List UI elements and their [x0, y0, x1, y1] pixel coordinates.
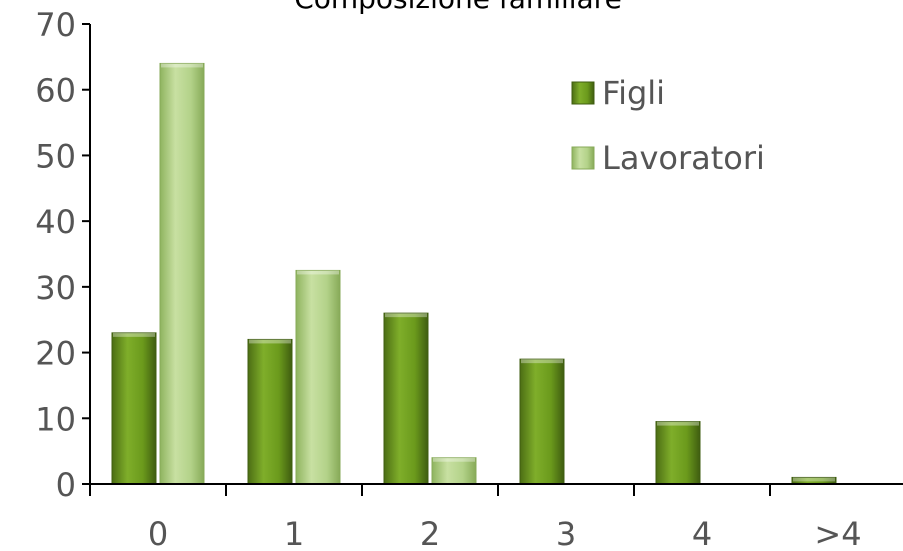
bar-highlight — [521, 359, 563, 364]
x-tick-label: 3 — [556, 515, 576, 551]
x-tick-label: 2 — [420, 515, 440, 551]
y-tick-label: 20 — [35, 335, 76, 373]
x-tick-label: 1 — [284, 515, 304, 551]
y-axis: 0 10 20 30 40 50 60 70 — [35, 6, 90, 504]
y-tick-label: 40 — [35, 203, 76, 241]
bar-lavoratori-0 — [159, 62, 205, 485]
bar-highlight — [297, 270, 339, 275]
bars-group — [111, 62, 837, 485]
x-tick-label: 4 — [692, 515, 712, 551]
legend-label-lavoratori: Lavoratori — [602, 139, 765, 177]
y-tick-label: 50 — [35, 137, 76, 175]
chart-title: Composizione familiare — [294, 0, 622, 15]
bar-highlight — [433, 457, 475, 462]
bar-highlight — [793, 477, 835, 482]
bar-highlight — [113, 332, 155, 337]
bar-lavoratori-1 — [295, 269, 341, 485]
bar-highlight — [249, 339, 291, 344]
y-tick-label: 30 — [35, 269, 76, 307]
x-tick-label: >4 — [814, 515, 861, 551]
y-tick-label: 0 — [56, 466, 76, 504]
legend-swatch-figli — [571, 81, 595, 105]
legend-swatch-lavoratori — [571, 146, 595, 170]
bar-highlight — [385, 313, 427, 318]
bar-figli-2 — [383, 312, 429, 485]
x-axis: 0 1 2 3 4 >4 — [89, 484, 862, 551]
y-tick-label: 60 — [35, 72, 76, 110]
x-tick-label: 0 — [148, 515, 168, 551]
y-tick-label: 10 — [35, 400, 76, 438]
legend-label-figli: Figli — [602, 74, 665, 112]
bar-figli-0 — [111, 332, 157, 485]
bar-highlight — [161, 63, 203, 68]
bar-highlight — [657, 421, 699, 426]
bar-figli-1 — [247, 338, 293, 485]
bar-figli-3 — [519, 358, 565, 485]
y-tick-label: 70 — [35, 6, 76, 44]
legend: Figli Lavoratori — [571, 74, 765, 177]
bar-figli-4 — [655, 421, 701, 485]
